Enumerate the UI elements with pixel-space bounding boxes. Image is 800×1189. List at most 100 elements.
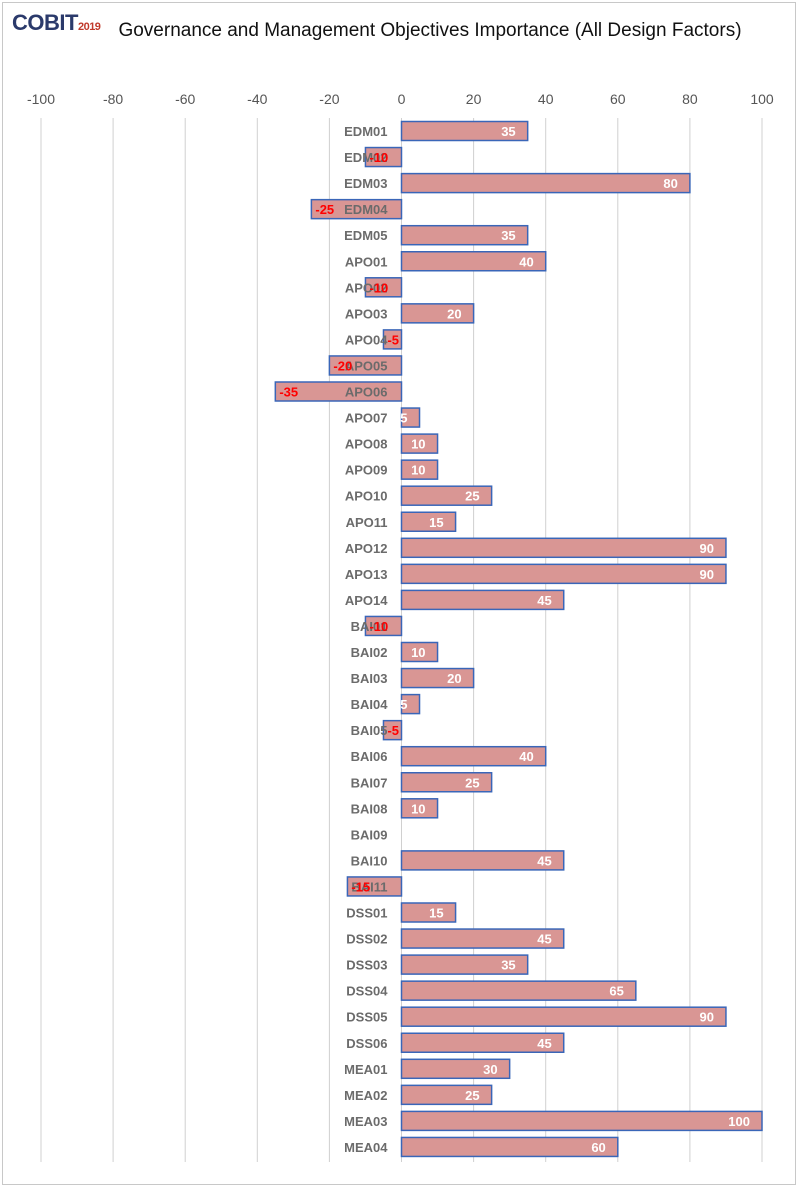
category-label: EDM05 — [344, 228, 387, 243]
bar — [400, 641, 439, 663]
category-label: BAI11 — [351, 879, 387, 894]
category-label: APO06 — [345, 385, 388, 400]
data-label: 45 — [537, 1036, 551, 1051]
bar — [400, 589, 565, 611]
x-tick-label: -20 — [319, 91, 339, 107]
category-label: APO07 — [345, 411, 388, 426]
category-label: BAI01 — [351, 619, 388, 634]
bar — [364, 277, 403, 298]
category-label: EDM04 — [344, 202, 388, 217]
data-label: 30 — [483, 1062, 497, 1077]
bar — [400, 667, 475, 689]
data-label: 5 — [400, 411, 407, 426]
bar — [400, 485, 493, 506]
bar — [274, 381, 403, 402]
category-label: APO12 — [345, 541, 388, 556]
category-label: APO11 — [346, 515, 388, 530]
category-label: BAI08 — [351, 801, 388, 816]
category-label: BAI03 — [351, 671, 388, 686]
data-label: 45 — [537, 593, 551, 608]
category-label: APO05 — [345, 358, 388, 373]
bar — [400, 745, 547, 767]
data-label: 20 — [447, 306, 461, 321]
data-label: 90 — [699, 1010, 713, 1025]
category-label: BAI05 — [351, 723, 388, 738]
bar — [400, 1110, 763, 1132]
category-label: APO03 — [345, 306, 388, 321]
cobit-logo: COBIT2019 — [12, 10, 101, 36]
bar — [400, 303, 475, 324]
data-label: 10 — [411, 645, 425, 660]
bar — [400, 772, 493, 793]
data-label: 20 — [447, 671, 461, 686]
bar — [364, 146, 403, 168]
data-label: 15 — [429, 906, 443, 921]
category-label: BAI02 — [351, 645, 388, 660]
bar — [400, 693, 421, 715]
x-tick-label: 60 — [610, 91, 626, 107]
bar — [400, 798, 439, 819]
data-label: 5 — [400, 697, 407, 712]
data-label: 15 — [429, 515, 443, 530]
bar — [400, 407, 421, 428]
category-label: MEA01 — [344, 1062, 387, 1077]
data-label: 25 — [465, 1088, 479, 1103]
data-label: 25 — [465, 775, 479, 790]
category-label: BAI04 — [351, 697, 389, 712]
bar — [400, 459, 439, 480]
bar — [400, 511, 457, 532]
data-label: 40 — [519, 749, 533, 764]
data-label: 35 — [501, 958, 515, 973]
data-label: -10 — [369, 619, 388, 634]
category-label: DSS05 — [346, 1010, 387, 1025]
bar — [364, 615, 403, 637]
logo-year: 2019 — [77, 21, 101, 33]
chart-title: Governance and Management Objectives Imp… — [118, 20, 742, 41]
bar — [400, 1136, 619, 1158]
bar — [400, 172, 691, 194]
data-label: -10 — [369, 150, 388, 165]
data-label: 40 — [519, 254, 533, 269]
data-label: 90 — [699, 541, 713, 556]
bar — [346, 876, 403, 897]
category-label: BAI07 — [351, 775, 388, 790]
x-tick-label: 20 — [466, 91, 482, 107]
category-label: MEA04 — [344, 1140, 388, 1155]
data-label: 65 — [609, 984, 623, 999]
category-label: APO08 — [345, 437, 388, 452]
data-label: 100 — [728, 1114, 750, 1129]
category-label: BAI09 — [351, 827, 388, 842]
data-label: -35 — [279, 385, 298, 400]
bar — [400, 224, 529, 246]
bar — [382, 719, 403, 741]
data-label: 80 — [663, 176, 677, 191]
bar — [400, 537, 727, 559]
category-label: APO13 — [345, 567, 388, 582]
bar — [400, 928, 565, 949]
category-label: MEA02 — [344, 1088, 387, 1103]
data-label: -20 — [333, 358, 352, 373]
data-label: 25 — [465, 489, 479, 504]
category-label: DSS06 — [346, 1036, 387, 1051]
bar — [400, 251, 547, 272]
data-label: 10 — [411, 437, 425, 452]
data-label: -5 — [387, 332, 399, 347]
category-label: APO04 — [345, 332, 388, 347]
category-label: DSS04 — [346, 984, 388, 999]
x-tick-label: 100 — [750, 91, 774, 107]
data-label: 10 — [411, 463, 425, 478]
data-label: -25 — [315, 202, 334, 217]
bar — [400, 1032, 565, 1053]
bar — [400, 980, 637, 1001]
bar — [310, 198, 403, 220]
logo-text: COBIT — [12, 10, 78, 35]
category-label: APO09 — [345, 463, 388, 478]
data-label: -15 — [351, 879, 370, 894]
bar — [400, 1006, 727, 1027]
category-label: DSS03 — [346, 958, 387, 973]
category-label: DSS01 — [346, 906, 387, 921]
data-label: -10 — [369, 280, 388, 295]
bar — [400, 902, 457, 923]
